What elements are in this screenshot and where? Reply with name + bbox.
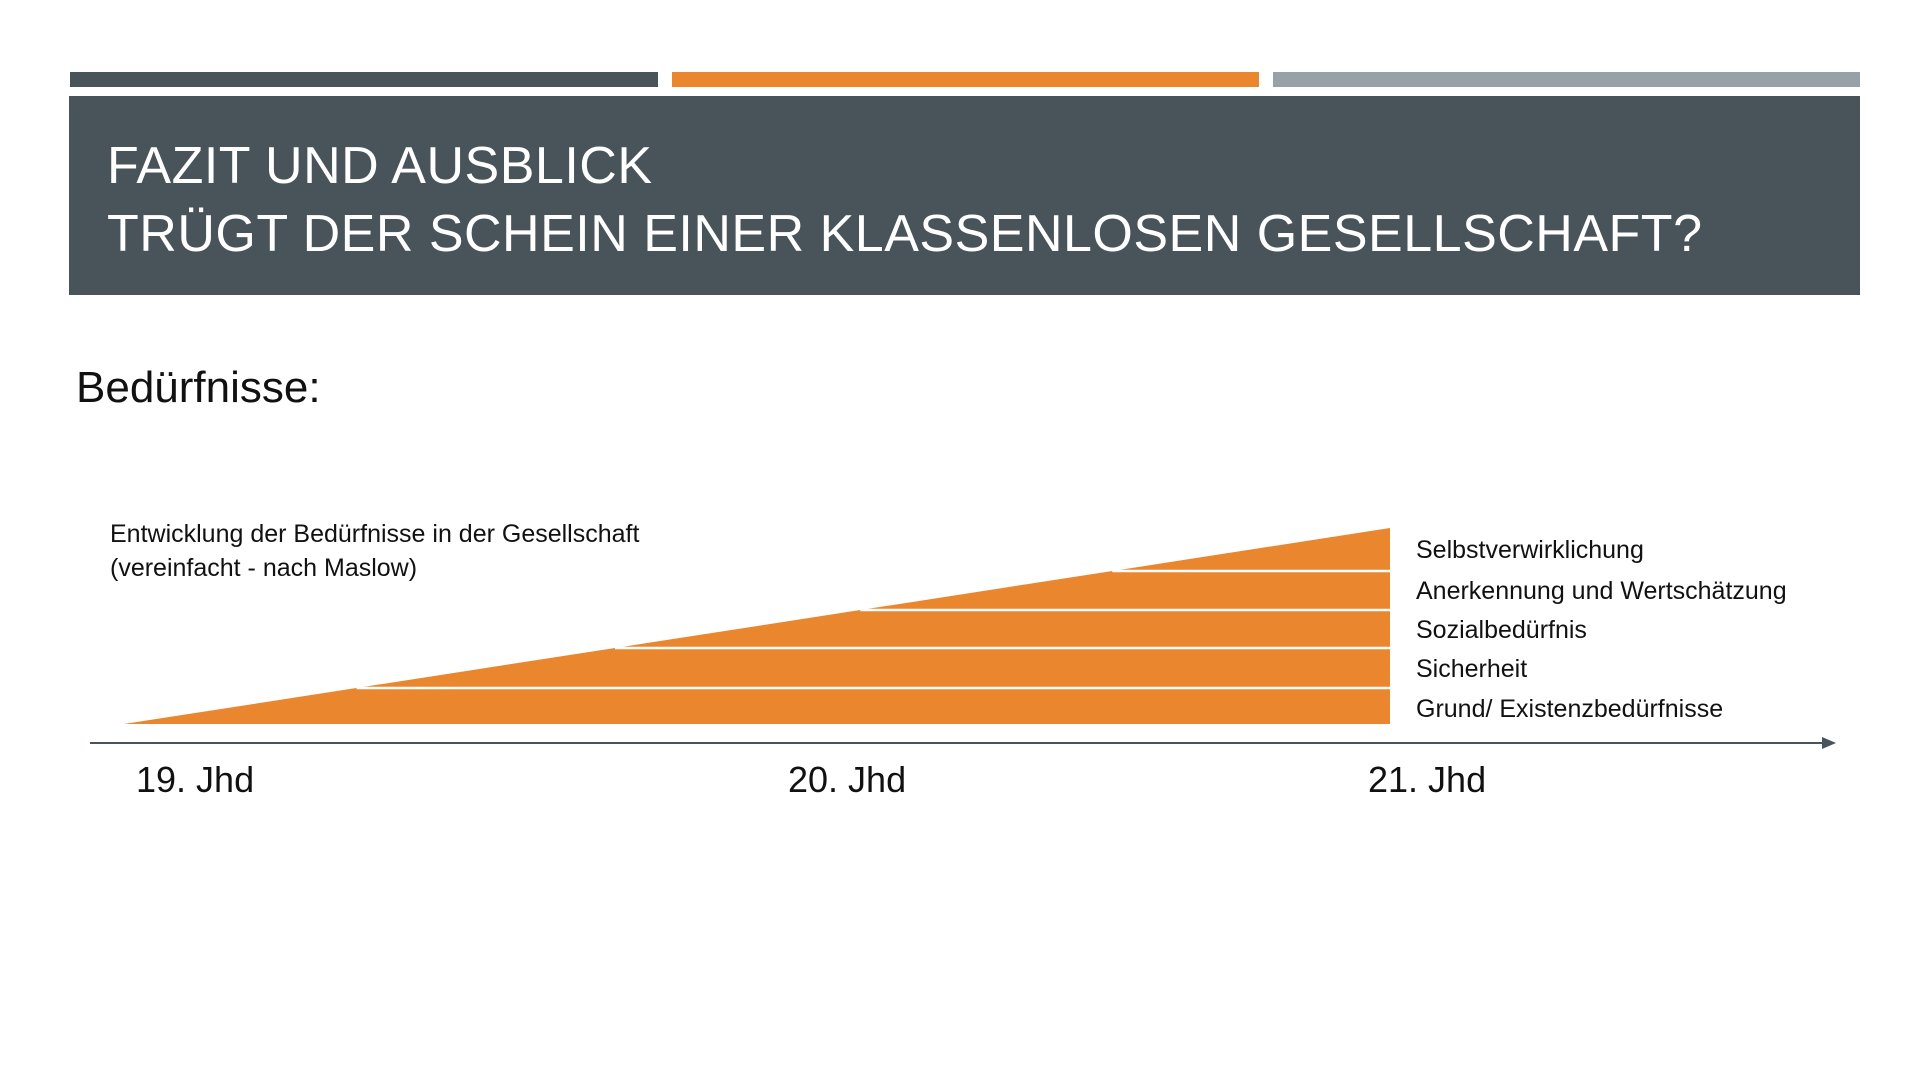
level-dividers (356, 569, 1390, 690)
title-line-2: TRÜGT DER SCHEIN EINER KLASSENLOSEN GESE… (107, 205, 1703, 263)
time-axis-arrow-icon (1822, 737, 1836, 749)
diagram-caption-line-1: Entwicklung der Bedürfnisse in der Gesel… (110, 520, 640, 548)
subtitle: Bedürfnisse: (76, 363, 321, 412)
axis-label-19-jhd: 19. Jhd (136, 759, 255, 800)
needs-wedge (124, 528, 1390, 724)
level-label-selbstverwirklichung: Selbstverwirklichung (1416, 536, 1644, 564)
diagram-caption: Entwicklung der Bedürfnisse in der Gesel… (110, 517, 639, 585)
axis-label-21-jhd: 21. Jhd (1368, 759, 1487, 800)
axis-label-20-jhd: 20. Jhd (788, 759, 907, 800)
diagram-caption-line-2: (vereinfacht - nach Maslow) (110, 554, 418, 582)
accent-bar-gray (1273, 72, 1860, 87)
accent-bar-orange (672, 72, 1259, 87)
level-label-sozialbeduerfnis: Sozialbedürfnis (1416, 616, 1587, 644)
title-line-1: FAZIT UND AUSBLICK (107, 137, 653, 195)
accent-bar-dark (70, 72, 658, 87)
level-label-anerkennung: Anerkennung und Wertschätzung (1416, 577, 1787, 605)
level-label-grundbeduerfnisse: Grund/ Existenzbedürfnisse (1416, 695, 1724, 723)
level-label-sicherheit: Sicherheit (1416, 655, 1528, 683)
title-band: FAZIT UND AUSBLICK TRÜGT DER SCHEIN EINE… (69, 96, 1860, 295)
